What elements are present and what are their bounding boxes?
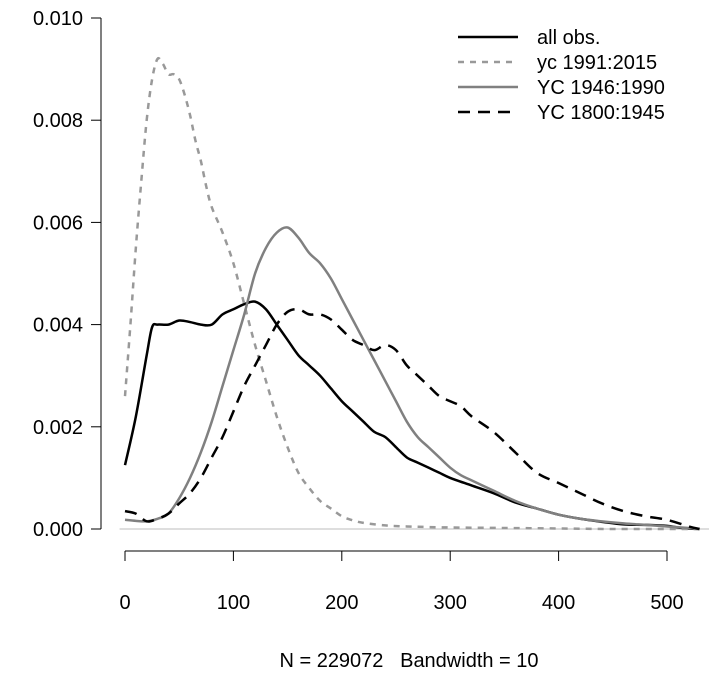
x-tick-label: 100: [217, 592, 250, 614]
y-tick-label: 0.006: [33, 212, 83, 234]
x-tick-label: 400: [542, 592, 575, 614]
legend-label: all obs.: [537, 27, 600, 49]
legend-label: yc 1991:2015: [537, 52, 657, 74]
series-line-yc-1800-1945: [124, 307, 700, 531]
y-axis: 0.000 0.002 0.004 0.006 0.008 0.010: [33, 8, 102, 541]
legend-label: YC 1800:1945: [537, 102, 665, 124]
y-tick-label: 0.010: [33, 8, 83, 30]
legend-label: YC 1946:1990: [537, 77, 665, 99]
x-axis: 0 100 200 300 400 500: [119, 550, 684, 614]
series-line-yc-1991-2015: [123, 56, 700, 531]
y-tick-label: 0.002: [33, 417, 83, 439]
y-tick-label: 0.004: [33, 315, 83, 337]
series-line-yc-1946-1990: [124, 226, 700, 531]
series-line-all-obs-: [123, 300, 700, 531]
x-tick-label: 200: [325, 592, 358, 614]
x-axis-label: N = 229072 Bandwidth = 10: [279, 650, 538, 672]
density-curves: [123, 56, 700, 531]
y-tick-label: 0.008: [33, 110, 83, 132]
x-tick-label: 500: [650, 592, 683, 614]
legend: all obs. yc 1991:2015 YC 1946:1990 YC 1800:…: [458, 27, 665, 124]
y-tick-label: 0.000: [33, 519, 83, 541]
x-tick-label: 300: [434, 592, 467, 614]
x-tick-label: 0: [119, 592, 130, 614]
